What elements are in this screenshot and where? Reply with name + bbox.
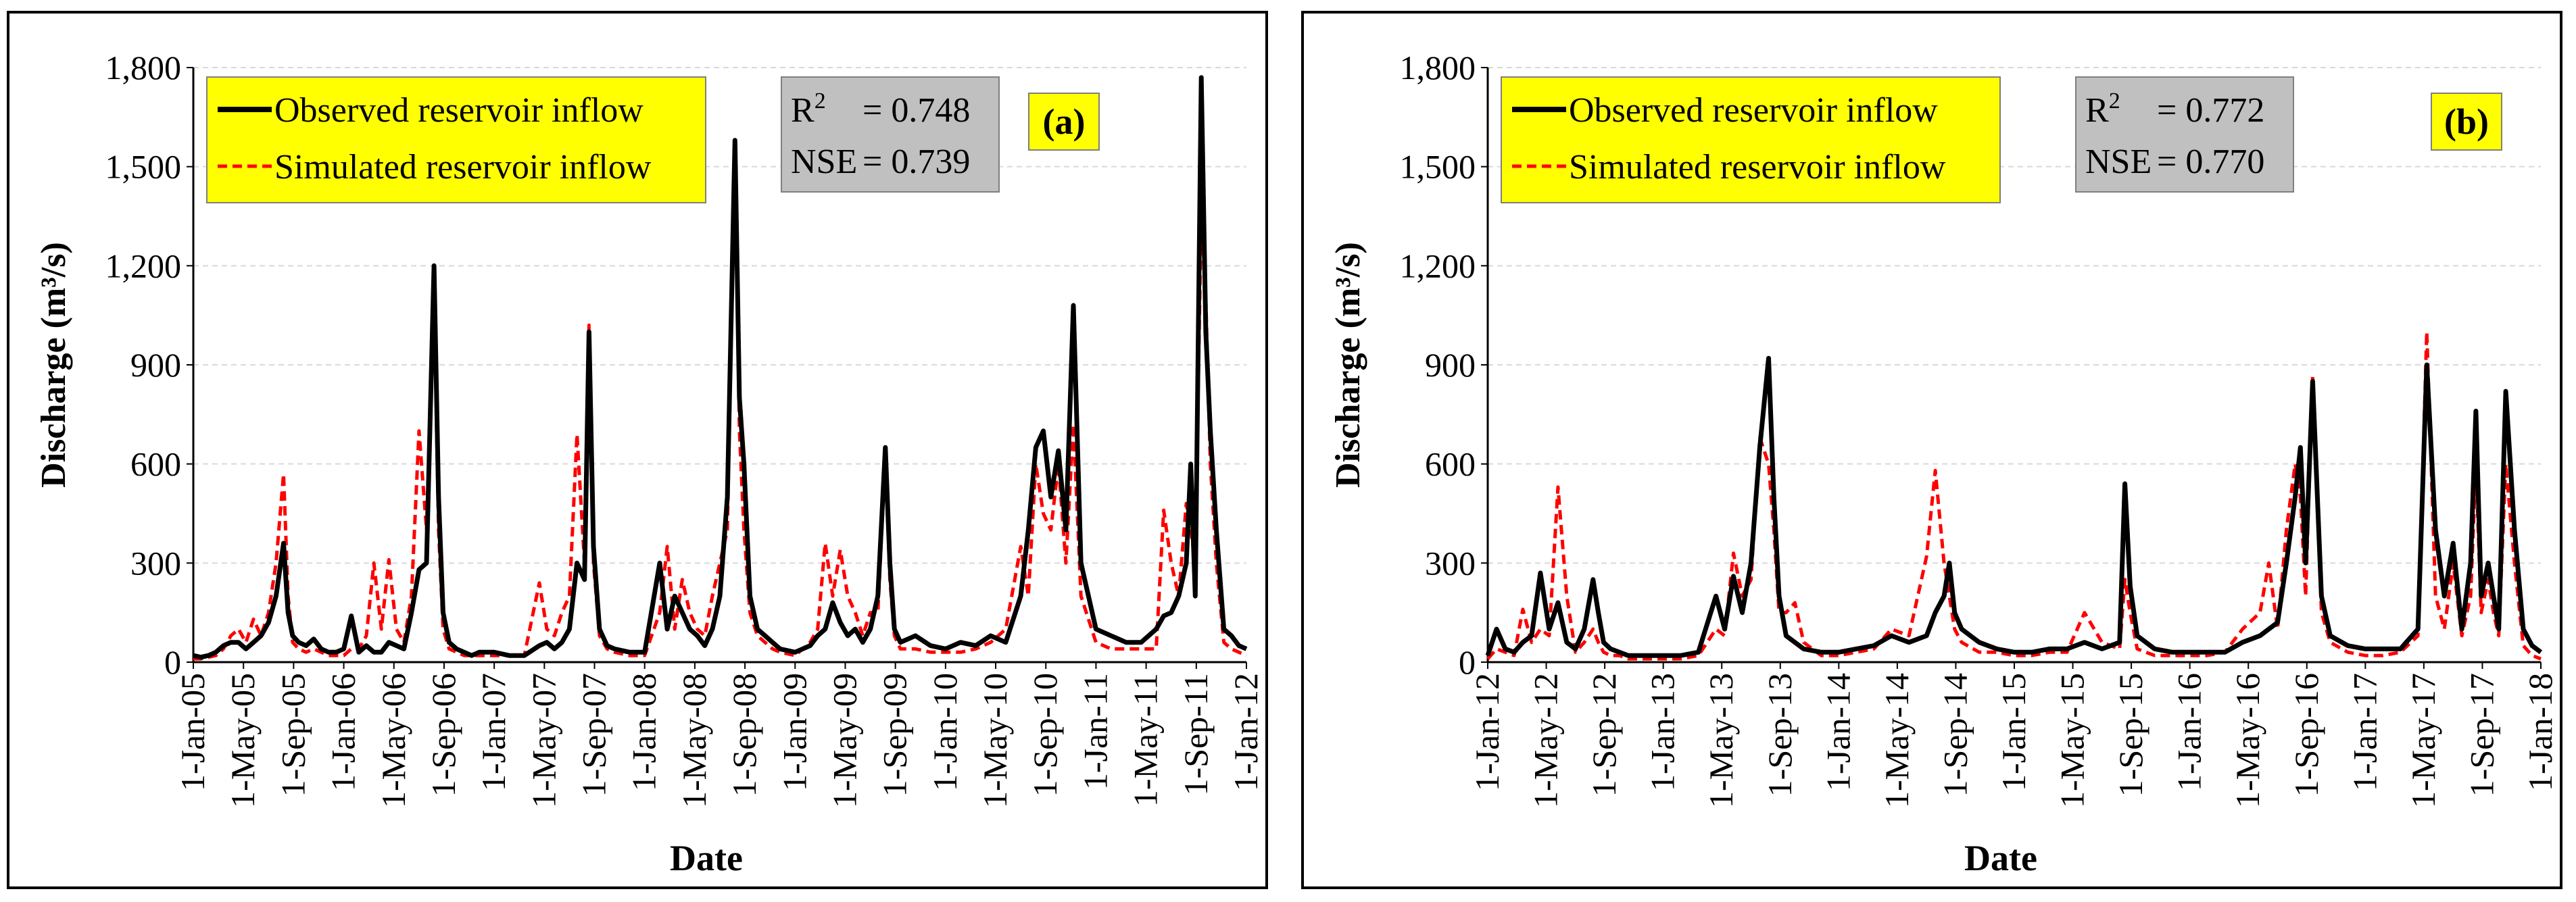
y-axis-title: Discharge (m³/s) xyxy=(34,242,73,488)
nse-label: NSE xyxy=(2085,143,2152,181)
chart-panel-a: 0 300 600 900 1,200 1,500 1,800 1-Jan-05 1-May-0… xyxy=(7,11,1268,889)
x-tick-label: 1-Sep-12 xyxy=(1585,673,1623,797)
x-tick-label: 1-Sep-13 xyxy=(1761,673,1799,797)
r2-symbol: R xyxy=(2085,91,2109,130)
panel-tag-background xyxy=(2431,93,2502,151)
y-tick-label: 900 xyxy=(130,346,181,384)
x-axis-title: Date xyxy=(670,838,743,878)
observed-series-line xyxy=(1485,355,2543,658)
x-tick-label: 1-May-17 xyxy=(2404,673,2442,808)
r2-superscript: 2 xyxy=(815,89,826,114)
x-tick-label: 1-Jan-11 xyxy=(1076,673,1114,790)
nse-value: = 0.770 xyxy=(2157,143,2264,181)
x-tick-label: 1-Sep-11 xyxy=(1177,673,1215,795)
legend-observed-label: Observed reservoir inflow xyxy=(1569,91,1938,130)
x-tick-label: 1-Jan-17 xyxy=(2346,673,2383,791)
x-tick-label: 1-May-12 xyxy=(1527,673,1565,808)
x-tick-label: 1-Jan-12 xyxy=(1227,673,1265,791)
x-tick-label: 1-May-15 xyxy=(2053,673,2091,808)
y-tick-label: 0 xyxy=(1459,643,1476,681)
r2-label: R2 xyxy=(2085,89,2120,130)
y-tick-label: 600 xyxy=(130,445,181,483)
panel-tag-background xyxy=(1028,93,1100,151)
x-tick-label: 1-May-09 xyxy=(825,673,863,808)
x-tick-label: 1-Sep-08 xyxy=(725,673,763,797)
y-tick-label: 1,800 xyxy=(105,49,182,86)
x-tick-label: 1-Jan-07 xyxy=(475,673,512,791)
x-tick-label: 1-Sep-17 xyxy=(2462,673,2500,797)
simulated-series-line xyxy=(1486,330,2542,661)
x-tick-label: 1-May-13 xyxy=(1702,673,1740,808)
simulated-series-line xyxy=(193,145,1248,661)
x-tick-label: 1-Sep-09 xyxy=(876,673,914,797)
legend-simulated-label: Simulated reservoir inflow xyxy=(1569,148,1946,186)
panel-tag: (b) xyxy=(2431,93,2502,151)
legend: Observed reservoir inflow Simulated reser… xyxy=(206,76,706,203)
r2-label: R2 xyxy=(791,89,826,130)
panel-tag: (a) xyxy=(1028,93,1100,151)
x-axis-title: Date xyxy=(1964,838,2037,878)
x-tick-label: 1-Jan-09 xyxy=(775,673,813,791)
y-axis-title: Discharge (m³/s) xyxy=(1329,242,1367,488)
x-tick-label: 1-Jan-08 xyxy=(625,673,663,791)
y-tick-label: 1,200 xyxy=(1400,247,1476,284)
x-tick-label: 1-May-16 xyxy=(2229,673,2266,808)
y-tick-label: 300 xyxy=(1425,544,1476,582)
x-tick-label: 1-Jan-06 xyxy=(324,673,362,791)
r2-superscript: 2 xyxy=(2109,89,2120,114)
x-tick-label: 1-May-06 xyxy=(374,673,412,808)
nse-value: = 0.739 xyxy=(862,143,970,181)
stats-background xyxy=(781,76,1000,193)
x-tick-label: 1-Jan-12 xyxy=(1468,673,1506,791)
x-tick-label: 1-Jan-15 xyxy=(1995,673,2033,791)
x-tick-label: 1-Jan-05 xyxy=(174,673,212,791)
observed-series-line xyxy=(193,75,1248,660)
nse-label: NSE xyxy=(791,143,857,181)
x-tick-label: 1-May-08 xyxy=(675,673,713,808)
legend-background xyxy=(1501,76,2001,203)
y-tick-label: 1,500 xyxy=(1400,148,1476,186)
x-tick-label: 1-Sep-16 xyxy=(2287,673,2325,797)
y-tick-label: 300 xyxy=(130,544,181,582)
chart-svg-b: 0 300 600 900 1,200 1,500 1,800 1-Jan-12 1-May-1… xyxy=(1329,49,2559,878)
legend-background xyxy=(206,76,706,203)
x-tick-label: 1-Sep-06 xyxy=(424,673,462,797)
r2-value: = 0.748 xyxy=(862,91,970,130)
y-tick-label: 0 xyxy=(164,643,181,681)
legend-observed-label: Observed reservoir inflow xyxy=(274,91,643,130)
x-tick-label: 1-Sep-07 xyxy=(575,673,613,797)
x-tick-label: 1-Jan-18 xyxy=(2521,673,2559,791)
y-tick-label: 1,500 xyxy=(105,148,182,186)
x-tick-label: 1-May-10 xyxy=(976,673,1014,808)
x-tick-label: 1-Sep-14 xyxy=(1936,673,1974,797)
panel-tag-label: (b) xyxy=(2444,101,2489,142)
x-tick-label: 1-May-05 xyxy=(224,673,262,808)
x-tick-label: 1-Sep-15 xyxy=(2112,673,2149,797)
r2-symbol: R xyxy=(791,91,815,130)
x-tick-label: 1-May-14 xyxy=(1878,673,1916,808)
chart-svg-a: 0 300 600 900 1,200 1,500 1,800 1-Jan-05 1-May-0… xyxy=(34,49,1265,878)
x-tick-label: 1-Jan-10 xyxy=(926,673,964,791)
y-tick-label: 600 xyxy=(1425,445,1476,483)
y-tick-label: 900 xyxy=(1425,346,1476,384)
x-tick-label: 1-Jan-13 xyxy=(1644,673,1682,791)
y-tick-label: 1,800 xyxy=(1400,49,1476,86)
y-tick-label: 1,200 xyxy=(105,247,182,284)
x-tick-label: 1-May-07 xyxy=(525,673,562,808)
x-tick-label: 1-Jan-16 xyxy=(2170,673,2208,791)
chart-panel-b: 0 300 600 900 1,200 1,500 1,800 1-Jan-12 1-May-1… xyxy=(1301,11,2562,889)
r2-value: = 0.772 xyxy=(2157,91,2264,130)
stats-background xyxy=(2075,76,2294,193)
panel-tag-label: (a) xyxy=(1043,101,1086,142)
legend: Observed reservoir inflow Simulated reser… xyxy=(1501,76,2001,203)
x-tick-label: 1-Sep-05 xyxy=(274,673,312,797)
x-tick-label: 1-May-11 xyxy=(1127,673,1165,807)
x-tick-label: 1-Jan-14 xyxy=(1819,673,1857,791)
legend-simulated-label: Simulated reservoir inflow xyxy=(274,148,652,186)
x-tick-label: 1-Sep-10 xyxy=(1026,673,1064,797)
